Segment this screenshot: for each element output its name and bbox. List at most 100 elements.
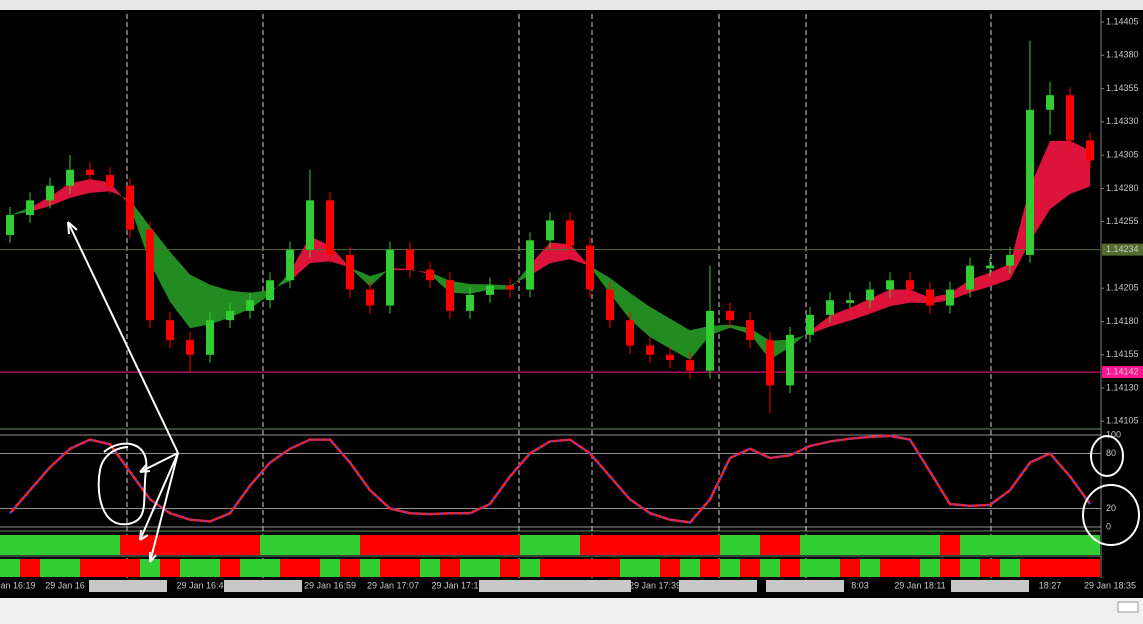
y-tick-label: 1.14405	[1106, 16, 1139, 26]
signal-cell	[300, 535, 320, 555]
signal-cell	[80, 535, 100, 555]
candle-body	[506, 285, 514, 290]
oscillator-line	[9, 434, 1092, 524]
ribbon	[590, 266, 610, 294]
signal-cell	[420, 559, 440, 577]
y-tick-label: 1.14205	[1106, 283, 1139, 293]
candle-body	[846, 300, 854, 303]
price-label: 1.14142	[1106, 366, 1139, 376]
signal-cell	[20, 559, 40, 577]
ribbon	[210, 284, 230, 325]
ribbon	[830, 307, 850, 327]
candle-body	[246, 300, 254, 311]
signal-cell	[760, 559, 780, 577]
signal-cell	[1000, 559, 1020, 577]
signal-cell	[1020, 559, 1040, 577]
signal-cell	[800, 559, 820, 577]
signal-cell	[260, 559, 280, 577]
signal-cell	[980, 535, 1000, 555]
scroll-button[interactable]	[1117, 601, 1139, 613]
signal-cell	[640, 559, 660, 577]
signal-cell	[420, 535, 440, 555]
candle-body	[1026, 109, 1034, 255]
ribbon	[570, 244, 590, 267]
x-tick-label: 29 Jan 16:59	[304, 580, 356, 590]
ribbon	[670, 318, 690, 360]
ribbon	[30, 196, 50, 212]
signal-cell	[900, 535, 920, 555]
signal-cell	[780, 559, 800, 577]
arrow	[139, 452, 179, 541]
signal-cell	[1000, 535, 1020, 555]
signal-cell	[920, 559, 940, 577]
signal-cell	[500, 535, 520, 555]
signal-cell	[960, 535, 980, 555]
signal-cell	[220, 535, 240, 555]
signal-cell	[280, 535, 300, 555]
signal-cell	[540, 559, 560, 577]
candle-body	[726, 310, 734, 321]
signal-cell	[480, 535, 500, 555]
ribbon	[430, 272, 450, 293]
candle-body	[746, 320, 754, 341]
signal-cell	[180, 535, 200, 555]
signal-cell	[160, 535, 180, 555]
ribbon	[770, 339, 790, 360]
ribbon	[170, 251, 190, 329]
candle-body	[786, 334, 794, 386]
signal-cell	[160, 559, 180, 577]
x-tick-label: 29 Jan 16	[45, 580, 85, 590]
signal-cell	[560, 559, 580, 577]
ribbon	[490, 284, 510, 290]
signal-cell	[900, 559, 920, 577]
candle-body	[646, 345, 654, 355]
signal-cell	[300, 559, 320, 577]
signal-cell	[60, 559, 80, 577]
signal-cell	[180, 559, 200, 577]
ribbon	[870, 289, 890, 314]
ribbon	[130, 199, 150, 264]
signal-cell	[80, 559, 100, 577]
y-tick-label: 0	[1106, 521, 1111, 531]
signal-cell	[400, 535, 420, 555]
signal-cell	[860, 535, 880, 555]
ribbon	[630, 293, 650, 338]
top-strip	[0, 0, 1143, 10]
signal-cell	[640, 535, 660, 555]
signal-cell	[360, 559, 380, 577]
y-tick-label: 80	[1106, 448, 1116, 458]
signal-cell	[700, 559, 720, 577]
signal-cell	[880, 559, 900, 577]
candle-body	[46, 185, 54, 201]
candle-body	[606, 289, 614, 321]
signal-cell	[1020, 535, 1040, 555]
signal-cell	[200, 535, 220, 555]
ribbon	[50, 183, 70, 206]
ribbon	[290, 236, 310, 281]
signal-cell	[620, 559, 640, 577]
signal-cell	[120, 559, 140, 577]
candle-body	[806, 314, 814, 335]
candle-body	[166, 320, 174, 341]
hand-circle	[1090, 435, 1124, 477]
time-label-bg	[766, 580, 844, 592]
signal-cell	[380, 559, 400, 577]
ribbon	[510, 264, 530, 290]
signal-cell	[540, 535, 560, 555]
signal-cell	[740, 559, 760, 577]
annotations	[67, 221, 1140, 563]
ribbon	[990, 263, 1010, 287]
signal-cell	[980, 559, 1000, 577]
signal-cell	[920, 535, 940, 555]
candle-body	[266, 280, 274, 301]
x-tick-label: 2019.01.29 17:51	[683, 580, 753, 590]
ribbon	[690, 325, 710, 360]
x-tick-label: 2019.01.29 18:25	[955, 580, 1025, 590]
ribbon	[190, 274, 210, 329]
ribbon	[230, 290, 250, 318]
candle-body	[626, 320, 634, 346]
candle-body	[226, 310, 234, 321]
ribbon	[110, 182, 130, 207]
signal-cell	[320, 559, 340, 577]
y-tick-label: 1.14180	[1106, 316, 1139, 326]
